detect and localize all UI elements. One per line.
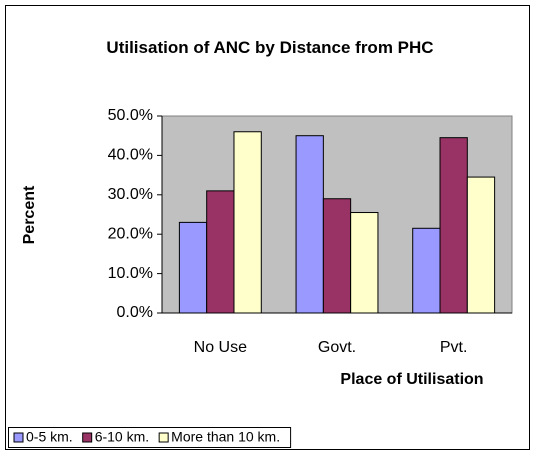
y-axis-label: Percent <box>21 185 38 244</box>
legend-swatch <box>82 432 93 443</box>
y-tick-label: 50.0% <box>108 107 153 124</box>
bar <box>178 221 208 314</box>
legend-label: 0-5 km. <box>26 429 73 445</box>
bar <box>295 135 324 314</box>
bar <box>466 176 496 314</box>
legend-label: More than 10 km. <box>171 429 280 445</box>
x-tick-label: No Use <box>194 339 247 356</box>
y-tick-label: 0.0% <box>117 304 153 321</box>
legend <box>8 427 292 448</box>
x-tick-label: Govt. <box>318 339 356 356</box>
chart-title: Utilisation of ANC by Distance from PHC <box>106 38 434 57</box>
legend-label: 6-10 km. <box>95 429 149 445</box>
x-tick-label: Pvt. <box>440 339 468 356</box>
y-tick-label: 30.0% <box>108 186 153 203</box>
bar <box>412 227 441 314</box>
bar <box>350 212 379 314</box>
bar <box>206 190 235 314</box>
legend-swatch <box>13 432 24 443</box>
y-tick-label: 20.0% <box>108 225 153 242</box>
bar <box>322 198 352 314</box>
bar <box>439 137 468 314</box>
bar <box>233 131 262 314</box>
y-tick-label: 40.0% <box>108 147 153 164</box>
x-axis-label: Place of Utilisation <box>340 371 483 388</box>
legend-swatch <box>158 432 169 443</box>
y-tick-label: 10.0% <box>108 265 153 282</box>
